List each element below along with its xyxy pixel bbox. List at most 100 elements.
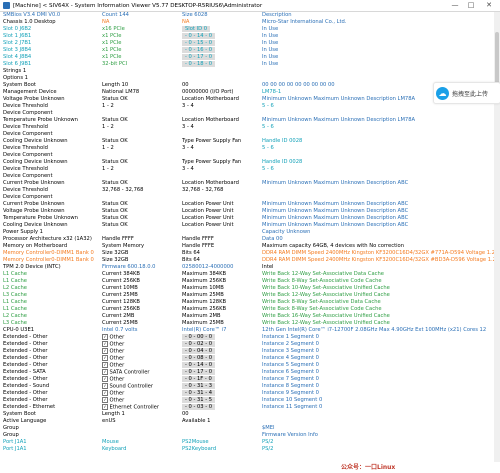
table-row[interactable]: L1 Cache Current 384KB Maximum 384KB Write … [0, 271, 492, 278]
table-row[interactable]: Extended - Other ✓ Other - 0 - 31 - 5 Instan… [0, 397, 492, 404]
cell-text: x1 PCIe [102, 40, 122, 46]
table-row[interactable]: Device Threshold 32,768 - 32,768 32,768 - … [0, 187, 492, 194]
table-row[interactable]: Memory Controller0-DIMM1 Bank 0 Size 32GB… [0, 250, 494, 257]
table-row[interactable]: Extended - Other ✓ Other - 0 - 00 - 0 Instan… [0, 334, 492, 341]
table-row[interactable]: CPU-0 U3E1 Intel 0.7 volts Intel(R) Core™ … [0, 327, 492, 334]
table-row[interactable]: Group Firmware Version Info [0, 432, 492, 439]
table-row[interactable]: Current Probe Unknown Status OK Location P… [0, 201, 492, 208]
checkbox-icon[interactable]: ✓ [102, 348, 108, 354]
checkbox-icon[interactable]: ✓ [102, 334, 108, 340]
close-button[interactable]: ✕ [486, 1, 492, 9]
table-row[interactable]: Slot 1 J6B1 x1 PCIe - 0 - 14 - 0 In Use [0, 33, 492, 40]
table-row[interactable]: Extended - Other ✓ Other - 0 - 31 - 4 Instan… [0, 390, 492, 397]
table-row[interactable]: Extended - Other ✓ Other - 0 - 04 - 0 Instan… [0, 348, 492, 355]
table-row[interactable]: Slot 2 J7B1 x1 PCIe - 0 - 15 - 0 In Use [0, 40, 492, 47]
smbios-table[interactable]: SMBios V3.4 DMI V0.0 Count 144 Size 6028 De… [0, 12, 500, 462]
table-row[interactable]: Extended - Other ✓ Other - 0 - 1F - 0 Instan… [0, 376, 492, 383]
table-row[interactable]: Processor Architecture x32 (1A32) Handle … [0, 236, 492, 243]
table-row[interactable]: Cooling Device Unknown Status OK Location … [0, 222, 492, 229]
table-row[interactable]: Device Component [0, 173, 492, 180]
table-row[interactable]: L2 Cache Current 10MB Maximum 10MB Write Ba… [0, 285, 492, 292]
cell-text: 32-bit PCI [102, 61, 128, 67]
scrollbar-thumb[interactable] [495, 32, 499, 102]
table-row[interactable]: Cooling Device Unknown Status OK Type Powe… [0, 159, 492, 166]
table-row[interactable]: Device Component [0, 110, 492, 117]
checkbox-icon[interactable]: ✓ [102, 369, 108, 375]
maximize-button[interactable]: □ [467, 1, 475, 9]
cell-text: 3 - 4 [182, 103, 194, 109]
table-row[interactable]: Temperature Probe Unknown Status OK Locati… [0, 215, 492, 222]
checkbox-icon[interactable]: ✓ [102, 397, 108, 403]
upload-drop-widget[interactable]: ☁ 拖拽至此上传 [433, 82, 500, 104]
cell-text: Ethernet Controller [109, 404, 160, 411]
cell-text: 1 - 2 [102, 103, 114, 109]
table-row[interactable]: Voltage Probe Unknown Status OK Location M… [0, 96, 492, 103]
table-row[interactable]: Extended - SATA ✓ SATA Controller - 0 - 17 … [0, 369, 492, 376]
table-row[interactable]: TPM 2.0 Device (INTC) Firmware 600.18.0.0… [0, 264, 492, 271]
table-row[interactable]: System Boot Length 1 00 [0, 411, 492, 418]
table-row[interactable]: Voltage Probe Unknown Status OK Location P… [0, 208, 492, 215]
table-row[interactable]: Device Threshold 1 - 2 3 - 4 5 - 6 [0, 124, 492, 131]
table-cell-c3: 3 - 4 [182, 103, 260, 110]
table-row[interactable]: Device Component [0, 152, 492, 159]
table-row[interactable]: Management Device National LM78 00000000 (… [0, 89, 492, 96]
cell-text: Slot 6 J9B1 [3, 61, 32, 67]
table-row[interactable]: Active Language enUS Available 1 [0, 418, 492, 425]
table-row[interactable]: Current Probe Unknown Status OK Location M… [0, 180, 492, 187]
table-row[interactable]: Strings 1 [0, 68, 492, 75]
table-row[interactable]: Port J1A1 Mouse PS2Mouse PS/2 [0, 439, 492, 446]
table-cell-c4 [262, 411, 494, 418]
table-row[interactable]: Device Threshold 1 - 2 3 - 4 5 - 6 [0, 166, 492, 173]
checkbox-icon[interactable]: ✓ [102, 376, 108, 382]
minimize-button[interactable]: — [451, 1, 459, 9]
table-cell-c3: - 0 - 04 - 0 [182, 348, 260, 355]
table-row[interactable]: Chassis 1.0 Desktop NA NA Micro-Star Intern… [0, 19, 492, 26]
table-row[interactable]: L1 Cache Current 256KB Maximum 256KB Write … [0, 306, 492, 313]
table-row[interactable]: L1 Cache Current 256KB Maximum 256KB Write … [0, 278, 492, 285]
checkbox-icon[interactable]: ✓ [102, 404, 108, 410]
table-row[interactable]: L3 Cache Current 25MB Maximum 25MB Write Ba… [0, 292, 492, 299]
table-row[interactable]: L1 Cache Current 128KB Maximum 128KB Write … [0, 299, 492, 306]
table-row[interactable]: Extended - Sound ✓ Sound Controller - 0 - 3… [0, 383, 492, 390]
checkbox-icon[interactable]: ✓ [102, 355, 108, 361]
table-row[interactable]: Temperature Probe Unknown Status OK Locati… [0, 117, 492, 124]
table-row[interactable]: SMBios V3.4 DMI V0.0 Count 144 Size 6028 De… [0, 12, 492, 19]
cell-text: Instance 3 Segment 0 [262, 348, 319, 354]
table-cell-c1: Extended - SATA [3, 369, 100, 376]
table-row[interactable]: Device Component [0, 131, 492, 138]
checkbox-icon[interactable]: ✓ [102, 383, 108, 389]
table-row[interactable]: Slot 6 J9B1 32-bit PCI - 0 - 18 - 0 In Use [0, 61, 492, 68]
title-bar[interactable]: [Machine] < SIV64X - System Information … [0, 0, 500, 12]
table-row[interactable]: Power Supply 1 Capacity Unknown [0, 229, 492, 236]
table-row[interactable]: Extended - Other ✓ Other - 0 - 14 - 0 Instan… [0, 362, 492, 369]
table-row[interactable]: Memory Controller0-DIMM1 Bank 0 Size 32GB… [0, 257, 494, 264]
table-row[interactable]: Slot 0 J6B2 x16 PCIe Slot ID 0 In Use [0, 26, 492, 33]
table-row[interactable]: Device Threshold 1 - 2 3 - 4 5 - 6 [0, 145, 492, 152]
table-row[interactable]: Memory on Motherboard System Memory Handle… [0, 243, 492, 250]
table-row[interactable]: Slot 3 J8B4 x1 PCIe - 0 - 16 - 0 In Use [0, 47, 492, 54]
table-cell-c2: ✓ Other [102, 390, 180, 397]
table-row[interactable]: Port J1A1 Keyboard PS2Keyboard PS/2 [0, 446, 492, 453]
cell-text: Slot 3 J8B4 [3, 47, 32, 53]
checkbox-icon[interactable]: ✓ [102, 362, 108, 368]
table-cell-c2: Status OK [102, 222, 180, 229]
table-cell-c3: Maximum 25MB [182, 292, 260, 299]
checkbox-icon[interactable]: ✓ [102, 341, 108, 347]
table-row[interactable]: System Boot Length 10 00 00 00 00 00 00 00 … [0, 82, 492, 89]
table-row[interactable]: Options 1 [0, 75, 492, 82]
cell-text: Minimum Unknown Maximum Unknown Descript… [262, 96, 416, 102]
table-cell-c3: Location Power Unit [182, 201, 260, 208]
table-row[interactable]: Extended - Ethernet ✓ Ethernet Controller -… [0, 404, 492, 411]
table-row[interactable]: Extended - Other ✓ Other - 0 - 08 - 0 Instan… [0, 355, 492, 362]
table-row[interactable]: Slot 4 J8B4 x1 PCIe - 0 - 17 - 0 In Use [0, 54, 492, 61]
table-row[interactable]: L3 Cache Current 25MB Maximum 25MB Write Ba… [0, 320, 492, 327]
cell-text: Extended - SATA [3, 369, 46, 375]
table-row[interactable]: Cooling Device Unknown Status OK Type Powe… [0, 138, 492, 145]
checkbox-icon[interactable]: ✓ [102, 390, 108, 396]
table-row[interactable]: Group $MEI [0, 425, 492, 432]
table-row[interactable]: Device Component [0, 194, 492, 201]
vertical-scrollbar[interactable] [494, 12, 500, 462]
table-row[interactable]: Device Threshold 1 - 2 3 - 4 5 - 6 [0, 103, 492, 110]
table-row[interactable]: L2 Cache Current 2MB Maximum 2MB Write Back… [0, 313, 492, 320]
table-row[interactable]: Extended - Other ✓ Other - 0 - 02 - 0 Instan… [0, 341, 492, 348]
